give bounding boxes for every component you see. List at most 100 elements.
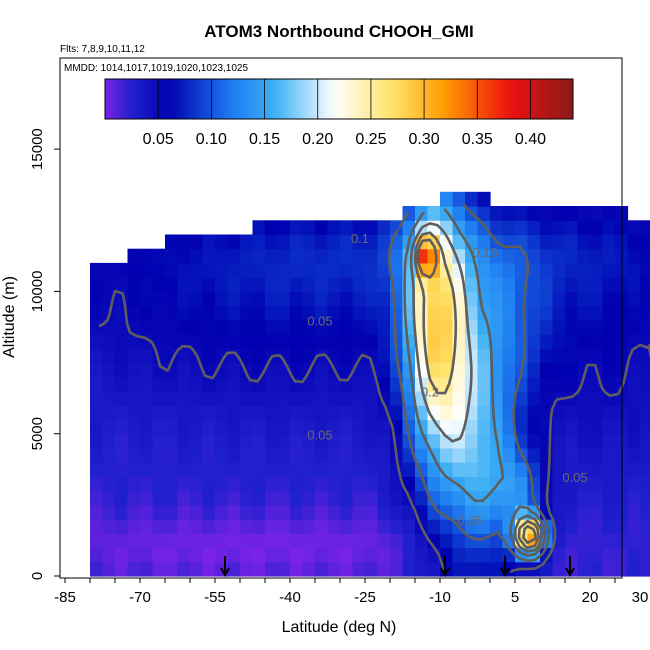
heatmap-cell bbox=[252, 490, 266, 506]
heatmap-cell bbox=[565, 376, 579, 392]
heatmap-cell bbox=[540, 291, 554, 307]
heatmap-cell bbox=[290, 277, 304, 292]
y-tick-label: 15000 bbox=[29, 128, 46, 170]
heatmap-cell bbox=[602, 504, 616, 520]
heatmap-cell bbox=[90, 376, 104, 392]
heatmap-cell bbox=[352, 277, 366, 292]
contour-label: 0.05 bbox=[307, 427, 332, 442]
heatmap-cell bbox=[127, 476, 141, 492]
heatmap-cell bbox=[602, 220, 616, 236]
heatmap-cell bbox=[440, 405, 454, 420]
heatmap-cell bbox=[365, 262, 379, 278]
heatmap-cell bbox=[552, 405, 566, 420]
heatmap-cell bbox=[640, 262, 650, 278]
heatmap-cell bbox=[140, 462, 154, 477]
heatmap-cell bbox=[265, 405, 279, 420]
heatmap-cell bbox=[190, 519, 204, 534]
heatmap-cell bbox=[277, 547, 291, 563]
heatmap-cell bbox=[177, 376, 191, 392]
heatmap-cell bbox=[452, 533, 466, 549]
heatmap-cell bbox=[227, 533, 241, 549]
heatmap-cell bbox=[352, 519, 366, 534]
heatmap-cell bbox=[540, 220, 554, 236]
heatmap-cell bbox=[477, 234, 491, 250]
heatmap-cell bbox=[102, 376, 116, 392]
heatmap-cell bbox=[177, 248, 191, 264]
heatmap-cell bbox=[627, 305, 641, 321]
heatmap-cell bbox=[152, 305, 166, 321]
heatmap-cell bbox=[365, 433, 379, 449]
heatmap-cell bbox=[215, 277, 229, 292]
heatmap-cell bbox=[377, 561, 391, 577]
heatmap-cell bbox=[202, 504, 216, 520]
heatmap-cell bbox=[527, 248, 541, 264]
heatmap-cell bbox=[552, 206, 566, 221]
heatmap-cell bbox=[440, 490, 454, 506]
heatmap-cell bbox=[452, 547, 466, 563]
heatmap-cell bbox=[140, 277, 154, 292]
heatmap-cell bbox=[452, 376, 466, 392]
heatmap-cell bbox=[277, 262, 291, 278]
heatmap-cell bbox=[190, 262, 204, 278]
heatmap-cell bbox=[565, 433, 579, 449]
heatmap-cell bbox=[527, 447, 541, 463]
heatmap-cell bbox=[590, 519, 604, 534]
heatmap-cell bbox=[627, 319, 641, 335]
heatmap-cell bbox=[427, 362, 441, 378]
heatmap-cell bbox=[327, 433, 341, 449]
heatmap-cell bbox=[240, 319, 254, 335]
heatmap-cell bbox=[115, 504, 129, 520]
heatmap-cell bbox=[227, 447, 241, 463]
heatmap-cell bbox=[590, 490, 604, 506]
heatmap-cell bbox=[515, 391, 529, 406]
heatmap-cell bbox=[602, 490, 616, 506]
heatmap-cell bbox=[327, 561, 341, 577]
heatmap-cell bbox=[227, 291, 241, 307]
heatmap-cell bbox=[515, 319, 529, 335]
heatmap-cell bbox=[465, 547, 479, 563]
heatmap-cell bbox=[477, 447, 491, 463]
heatmap-cell bbox=[640, 405, 650, 420]
heatmap-cell bbox=[577, 391, 591, 406]
heatmap-cell bbox=[390, 305, 404, 321]
heatmap-cell bbox=[277, 504, 291, 520]
heatmap-cell bbox=[177, 362, 191, 378]
heatmap-cell bbox=[540, 362, 554, 378]
heatmap-cell bbox=[315, 533, 329, 549]
heatmap-cell bbox=[390, 220, 404, 236]
heatmap-cell bbox=[640, 376, 650, 392]
heatmap-cell bbox=[227, 362, 241, 378]
heatmap-cell bbox=[90, 561, 104, 577]
heatmap-cell bbox=[577, 504, 591, 520]
heatmap-cell bbox=[552, 234, 566, 250]
heatmap-cell bbox=[602, 234, 616, 250]
heatmap-cell bbox=[365, 234, 379, 250]
heatmap-cell bbox=[252, 561, 266, 577]
heatmap-cell bbox=[140, 362, 154, 378]
heatmap-cell bbox=[402, 334, 416, 349]
heatmap-cell bbox=[277, 462, 291, 477]
heatmap-cell bbox=[627, 476, 641, 492]
heatmap-cell bbox=[115, 462, 129, 477]
heatmap-cell bbox=[590, 348, 604, 364]
heatmap-cell bbox=[390, 519, 404, 534]
heatmap-cell bbox=[290, 533, 304, 549]
heatmap-cell bbox=[90, 391, 104, 406]
heatmap-cell bbox=[590, 533, 604, 549]
heatmap-cell bbox=[177, 391, 191, 406]
heatmap-cell bbox=[290, 348, 304, 364]
heatmap-cell bbox=[477, 334, 491, 349]
heatmap-cell bbox=[590, 547, 604, 563]
heatmap-cell bbox=[165, 419, 179, 435]
heatmap-cell bbox=[177, 291, 191, 307]
heatmap-cell bbox=[590, 220, 604, 236]
heatmap-cell bbox=[165, 405, 179, 420]
heatmap-cell bbox=[577, 248, 591, 264]
heatmap-cell bbox=[127, 277, 141, 292]
heatmap-cell bbox=[102, 362, 116, 378]
heatmap-cell bbox=[427, 519, 441, 534]
heatmap-cell bbox=[502, 391, 516, 406]
heatmap-cell bbox=[452, 362, 466, 378]
heatmap-cell bbox=[465, 220, 479, 236]
